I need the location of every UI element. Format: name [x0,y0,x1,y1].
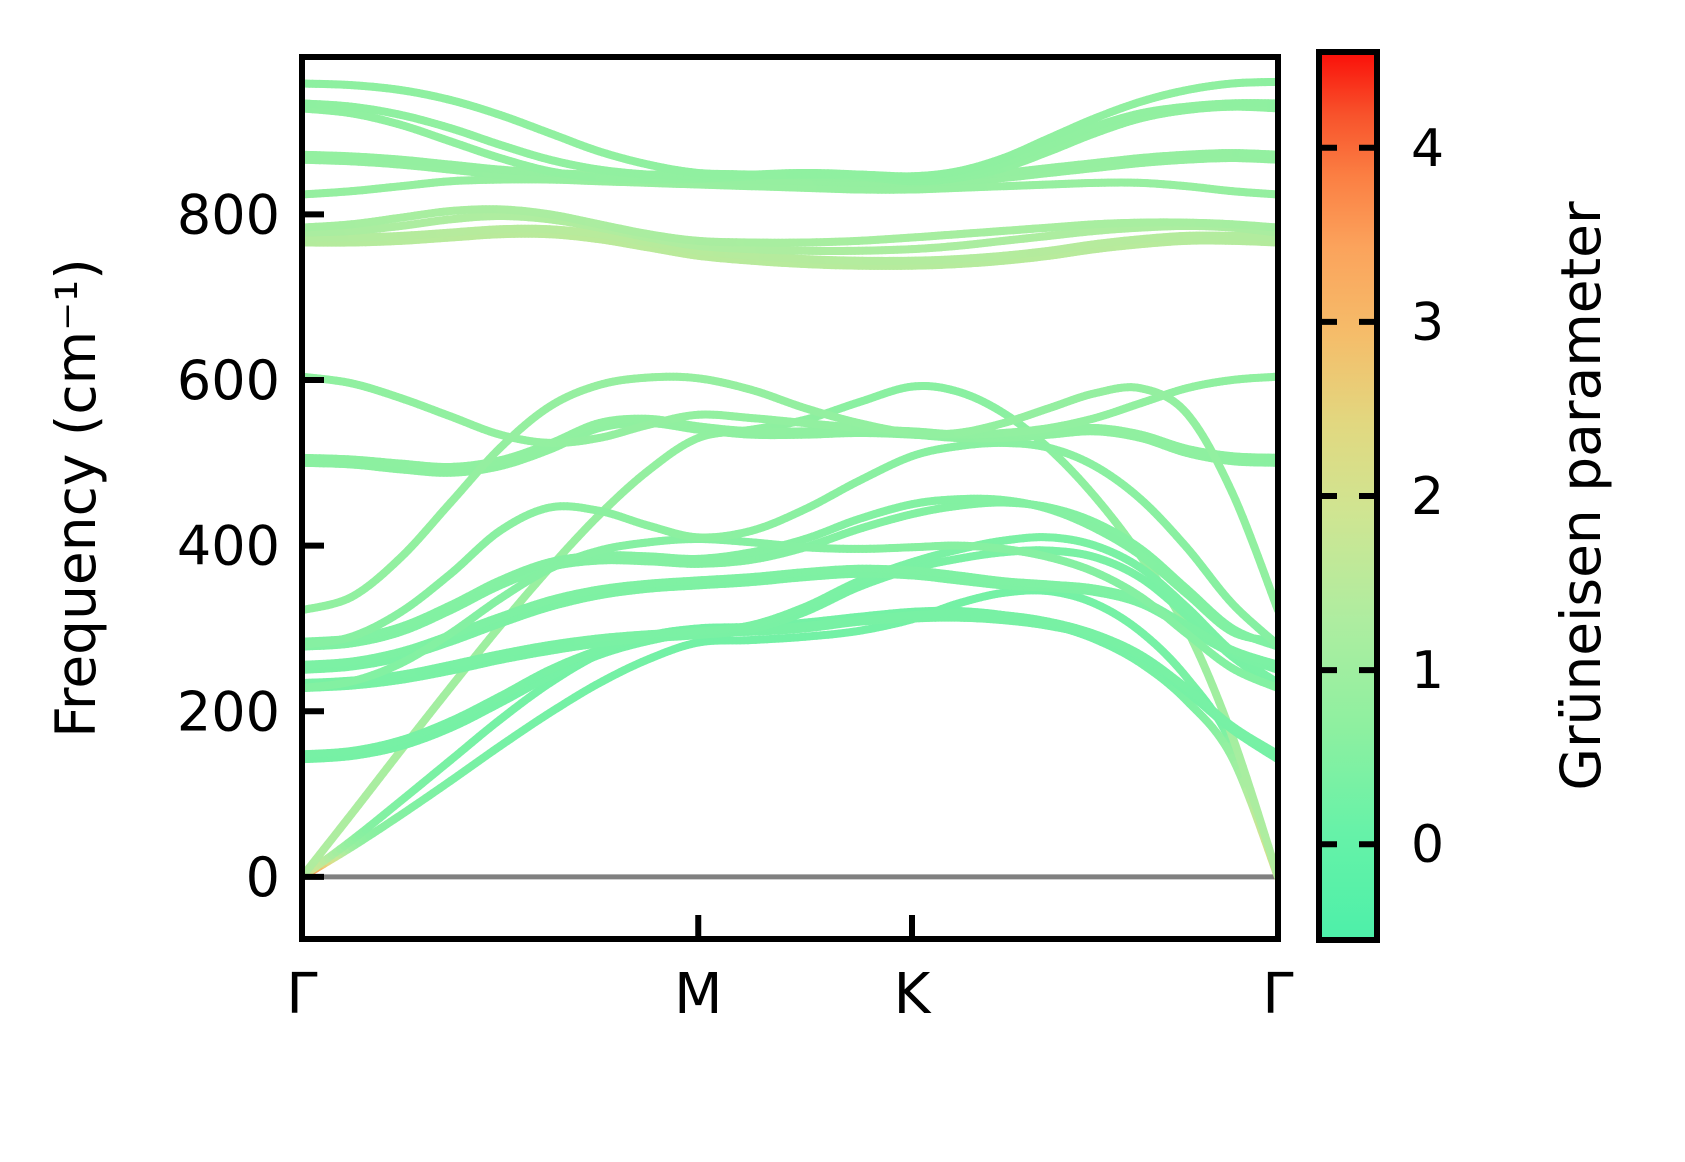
y-axis-ticks: 0 200 400 600 800 [177,183,324,909]
band-branch [302,175,1278,199]
band-branch [302,224,1278,265]
band-branch [302,438,1278,649]
band-branch [302,494,1278,646]
colorbar-tick-label: 3 [1411,293,1444,353]
band-branch [302,229,1278,270]
y-tick-label: 200 [177,680,280,743]
plot-area-background [302,57,1278,939]
x-tick-label-kpoint: Γ [286,962,317,1027]
colorbar-tick-label: 0 [1411,815,1444,875]
x-tick-label-kpoint: Γ [1262,962,1293,1027]
y-axis-title: Frequency (cm⁻¹) [44,258,108,737]
y-tick-label: 0 [246,846,280,909]
x-tick-label-kpoint: M [674,962,722,1027]
y-tick-label: 600 [177,349,280,412]
x-tick-label-kpoint: K [894,962,932,1027]
band-branch [302,205,1278,247]
colorbar-tick-label: 1 [1411,641,1444,701]
band-branch [302,564,1278,669]
y-tick-label: 800 [177,183,280,246]
band-branch [302,533,1278,688]
colorbar-ticks: 0 1 2 3 4 [1319,119,1444,875]
colorbar-title: Grüneisen parameter [1549,201,1613,791]
band-branch [302,534,1278,693]
phonon-band-curves [302,77,1278,881]
colorbar-tick-label: 4 [1411,119,1444,179]
y-tick-label: 400 [177,515,280,578]
axis-frame [299,54,1281,942]
colorbar-tick-label: 2 [1411,467,1444,527]
band-branch [302,372,1278,615]
band-branch [302,77,1278,181]
